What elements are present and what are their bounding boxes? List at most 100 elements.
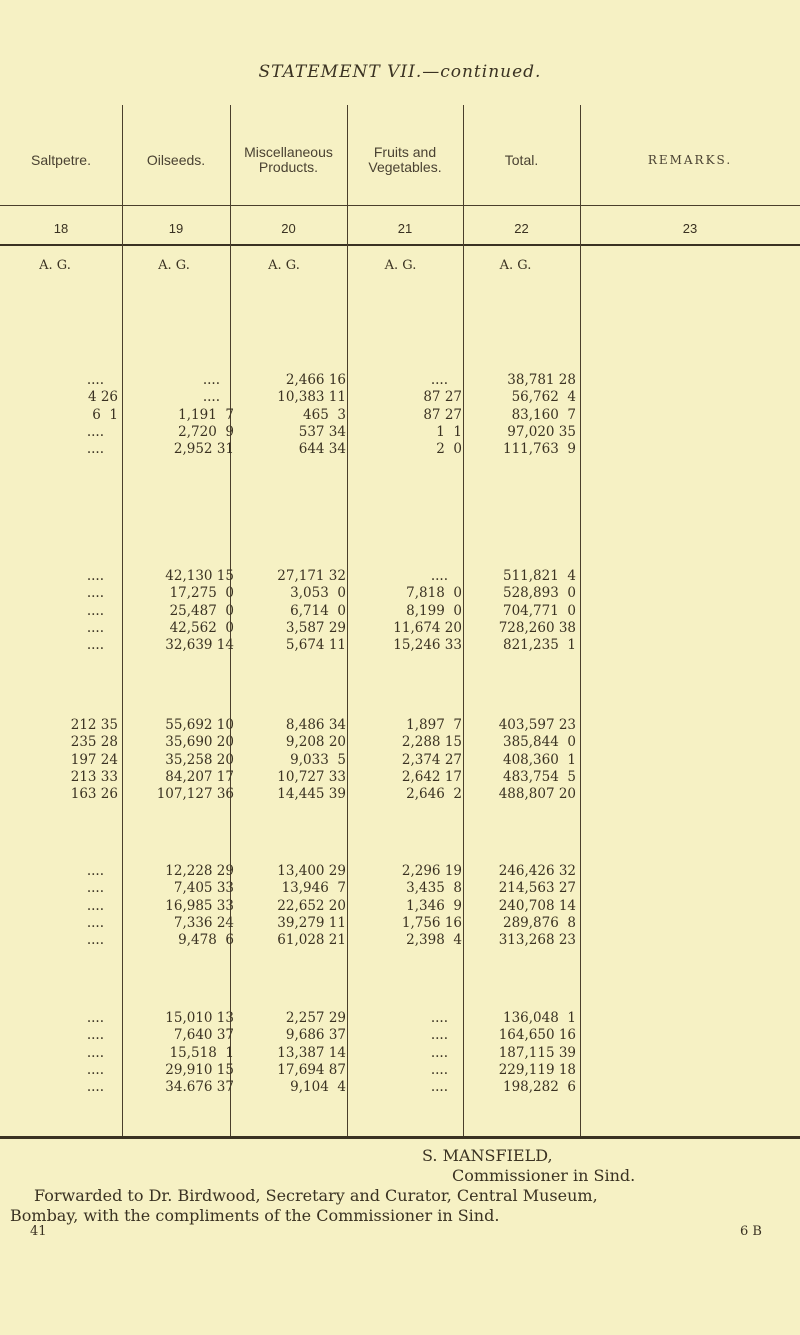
table-cell: 3,587 29 bbox=[285, 619, 346, 636]
table-cell: 9,033 5 bbox=[290, 751, 346, 768]
table-cell: 2,374 27 bbox=[401, 751, 462, 768]
table-cell: .... bbox=[86, 932, 104, 949]
table-cell: 15,246 33 bbox=[393, 637, 462, 654]
table-cell: 9,478 6 bbox=[178, 932, 234, 949]
column-units: A. G. bbox=[384, 258, 417, 273]
table-cell: 10,383 11 bbox=[277, 389, 346, 406]
table-cell: .... bbox=[86, 914, 104, 931]
table-cell: 1,191 7 bbox=[178, 406, 234, 423]
table-cell: 13,946 7 bbox=[281, 880, 346, 897]
forwarding-note-line2: Bombay, with the compliments of the Comm… bbox=[10, 1206, 500, 1225]
table-cell: 1,756 16 bbox=[401, 914, 462, 931]
header-divider bbox=[0, 205, 800, 206]
table-cell: 4 26 bbox=[87, 389, 118, 406]
table-cell: 704,771 0 bbox=[503, 602, 576, 619]
column-number: 20 bbox=[281, 221, 296, 236]
table-cell: 164,650 16 bbox=[498, 1027, 576, 1044]
signatory-office: Commissioner in Sind. bbox=[452, 1166, 636, 1185]
table-bottom-rule bbox=[0, 1136, 800, 1139]
table-cell: 1,346 9 bbox=[406, 897, 462, 914]
column-divider bbox=[463, 105, 464, 1136]
table-cell: 42,130 15 bbox=[165, 568, 234, 584]
table-cell: 488,807 20 bbox=[498, 786, 576, 803]
column-units: A. G. bbox=[39, 258, 71, 273]
table-cell: 7,405 33 bbox=[173, 880, 234, 897]
table-cell: 5,674 11 bbox=[285, 637, 346, 654]
column-header: Fruits and Vegetables. bbox=[368, 144, 442, 175]
table-cell: 403,597 23 bbox=[498, 717, 576, 733]
page-title: STATEMENT VII.—continued. bbox=[258, 62, 542, 82]
table-cell: .... bbox=[430, 1010, 448, 1026]
table-cell: 107,127 36 bbox=[156, 786, 234, 803]
table-cell: 38,781 28 bbox=[507, 372, 576, 388]
table-cell: 3,435 8 bbox=[406, 880, 462, 897]
table-cell: 61,028 21 bbox=[277, 932, 346, 949]
table-cell: 214,563 27 bbox=[498, 880, 576, 897]
table-cell: 2,720 9 bbox=[178, 423, 234, 440]
table-cell: 14,445 39 bbox=[277, 786, 346, 803]
table-cell: 465 3 bbox=[303, 406, 346, 423]
table-cell: 644 34 bbox=[298, 441, 346, 458]
table-cell: 2,398 4 bbox=[406, 932, 462, 949]
column-header: Total. bbox=[504, 151, 539, 168]
column-divider bbox=[580, 105, 581, 1136]
table-cell: 83,160 7 bbox=[511, 406, 576, 423]
table-cell: 8,486 34 bbox=[285, 717, 346, 733]
column-units: A. G. bbox=[268, 258, 300, 273]
table-cell: 6,714 0 bbox=[290, 602, 346, 619]
table-cell: 537 34 bbox=[298, 423, 346, 440]
column-divider bbox=[122, 105, 123, 1136]
number-row-divider bbox=[0, 244, 800, 246]
table-cell: 2,466 16 bbox=[285, 372, 346, 388]
table-cell: .... bbox=[86, 441, 104, 458]
table-cell: .... bbox=[430, 372, 448, 388]
table-cell: .... bbox=[86, 1079, 104, 1096]
table-cell: 1 1 bbox=[436, 423, 462, 440]
table-cell: .... bbox=[86, 423, 104, 440]
table-cell: .... bbox=[202, 372, 220, 388]
table-cell: 7,336 24 bbox=[173, 914, 234, 931]
column-number: 19 bbox=[168, 221, 184, 236]
column-header: REMARKS. bbox=[647, 152, 733, 167]
table-cell: 34.676 37 bbox=[165, 1079, 234, 1096]
table-cell: .... bbox=[202, 389, 220, 406]
table-cell: 22,652 20 bbox=[277, 897, 346, 914]
table-cell: 97,020 35 bbox=[507, 423, 576, 440]
column-units: A. G. bbox=[158, 258, 190, 273]
table-cell: .... bbox=[86, 372, 104, 388]
column-divider bbox=[347, 105, 348, 1136]
table-cell: 136,048 1 bbox=[503, 1010, 576, 1026]
table-cell: 9,686 37 bbox=[285, 1027, 346, 1044]
table-cell: 385,844 0 bbox=[503, 734, 576, 751]
footer-signature-mark: 6 B bbox=[740, 1224, 762, 1239]
table-cell: .... bbox=[86, 1027, 104, 1044]
table-cell: 27,171 32 bbox=[277, 568, 346, 584]
table-cell: 2,288 15 bbox=[401, 734, 462, 751]
table-cell: .... bbox=[86, 1044, 104, 1061]
table-cell: 8,199 0 bbox=[406, 602, 462, 619]
table-cell: 246,426 32 bbox=[498, 863, 576, 879]
table-cell: 32,639 14 bbox=[165, 637, 234, 654]
table-cell: 235 28 bbox=[70, 734, 118, 751]
column-header: Oilseeds. bbox=[146, 151, 206, 168]
table-cell: 728,260 38 bbox=[498, 619, 576, 636]
column-header: Miscellaneous Products. bbox=[244, 144, 333, 175]
table-cell: 25,487 0 bbox=[169, 602, 234, 619]
table-cell: 13,400 29 bbox=[277, 863, 346, 879]
table-cell: 2,642 17 bbox=[401, 768, 462, 785]
table-cell: .... bbox=[86, 602, 104, 619]
table-cell: 198,282 6 bbox=[503, 1079, 576, 1096]
table-cell: 12,228 29 bbox=[165, 863, 234, 879]
table-cell: 2,952 31 bbox=[173, 441, 234, 458]
table-cell: 9,104 4 bbox=[290, 1079, 346, 1096]
column-number: 22 bbox=[514, 221, 529, 236]
table-cell: .... bbox=[430, 1044, 448, 1061]
table-cell: 56,762 4 bbox=[511, 389, 576, 406]
table-cell: 2,296 19 bbox=[401, 863, 462, 879]
table-cell: 163 26 bbox=[70, 786, 118, 803]
table-cell: .... bbox=[86, 619, 104, 636]
table-cell: 187,115 39 bbox=[498, 1044, 576, 1061]
table-cell: .... bbox=[86, 880, 104, 897]
table-cell: .... bbox=[86, 585, 104, 602]
footer-page-number: 41 bbox=[30, 1224, 47, 1239]
